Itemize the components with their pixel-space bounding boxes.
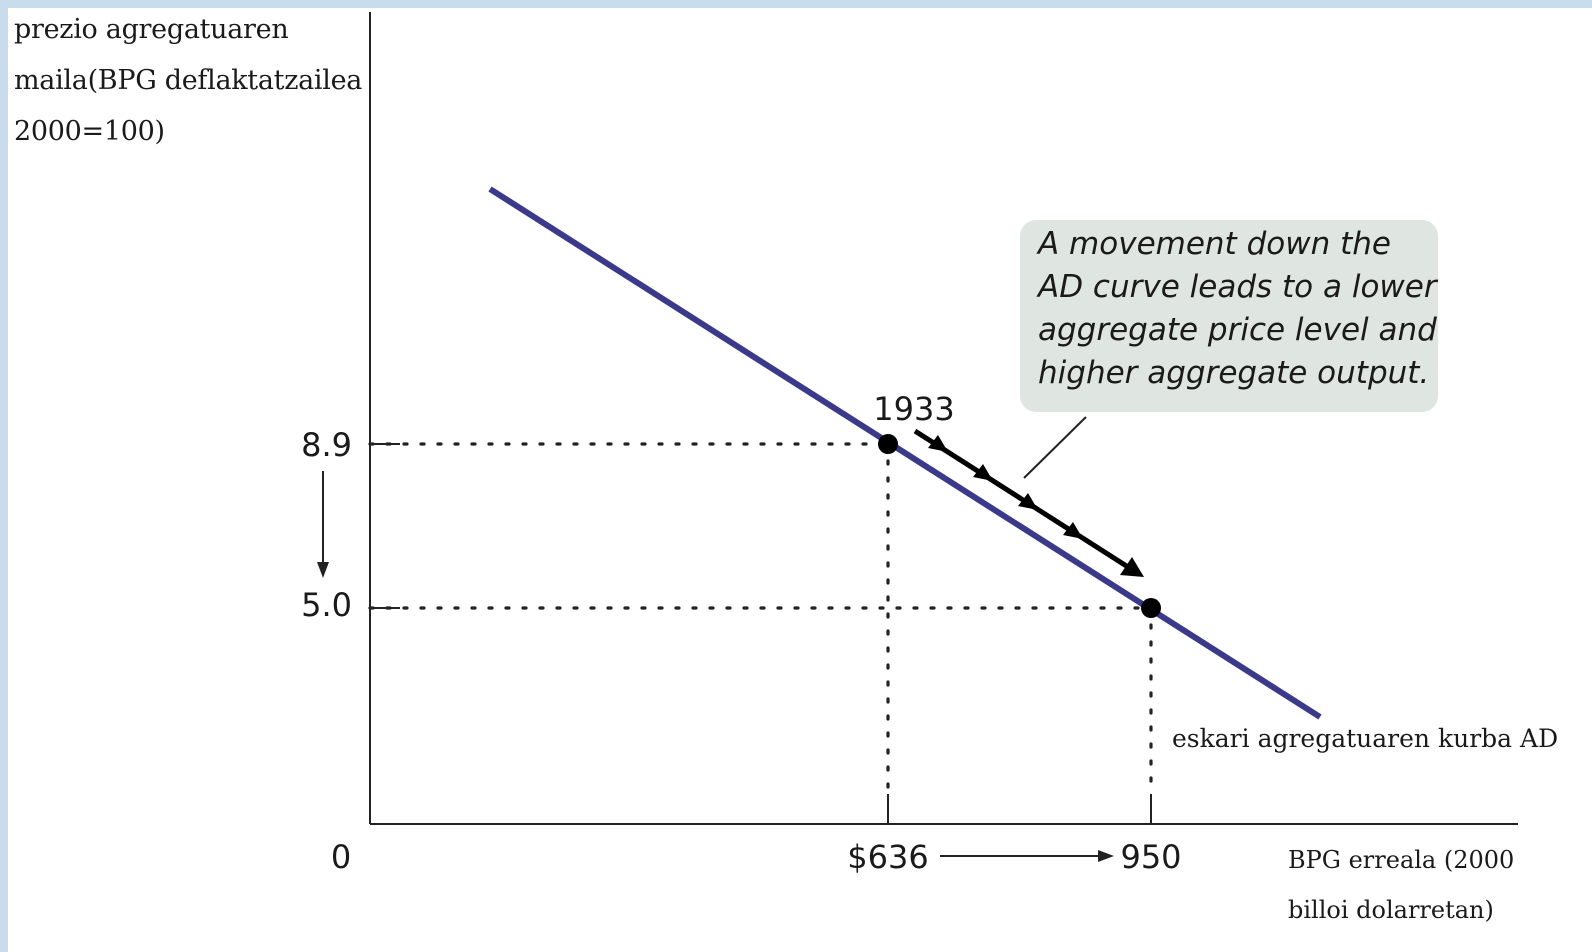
origin-label: 0 [331,838,351,876]
x-tick-label-636: $636 [847,838,928,876]
x-axis-label-line-1: BPG erreala (2000 [1288,846,1515,874]
x-increase-arrowhead [1098,850,1114,862]
annotation-line-1: A movement down the [1038,226,1391,262]
y-axis-label-line-3: 2000=100) [14,116,165,147]
y-tick-label-5-0: 5.0 [301,586,352,624]
y-tick-label-8-9: 8.9 [301,426,352,464]
movement-chevron-2 [973,464,993,481]
movement-chevron-4 [1063,522,1083,539]
annotation-line-3: aggregate price level and [1038,312,1437,348]
annotation-line-4: higher aggregate output. [1038,355,1430,391]
annotation-line-2: AD curve leads to a lower [1038,269,1437,305]
y-axis-label-line-2: maila(BPG deflaktatzailea [14,65,363,96]
y-decrease-arrowhead [317,562,329,578]
x-tick-label-950: 950 [1120,838,1181,876]
ad-curve-chart: 8.9 5.0 $636 950 0 1933 [301,12,1518,876]
movement-chevron-1 [928,435,948,452]
callout-leader [1023,416,1087,479]
ad-curve-label: eskari agregatuaren kurba AD [1172,724,1559,753]
annotation-callout [1020,220,1438,412]
data-point-1933 [878,434,898,454]
ad-curve-line [488,186,1322,720]
y-axis-label-line-1: prezio agregatuaren [14,14,289,45]
movement-chevron-3 [1018,493,1038,510]
data-point-950 [1141,598,1161,618]
x-axis-label-line-2: billoi dolarretan) [1288,896,1494,924]
movement-arrow [913,428,1130,570]
point-year-label: 1933 [873,390,954,428]
chart-frame: 8.9 5.0 $636 950 0 1933 prezio agregatua… [8,8,1592,952]
movement-arrowhead [1120,557,1144,577]
